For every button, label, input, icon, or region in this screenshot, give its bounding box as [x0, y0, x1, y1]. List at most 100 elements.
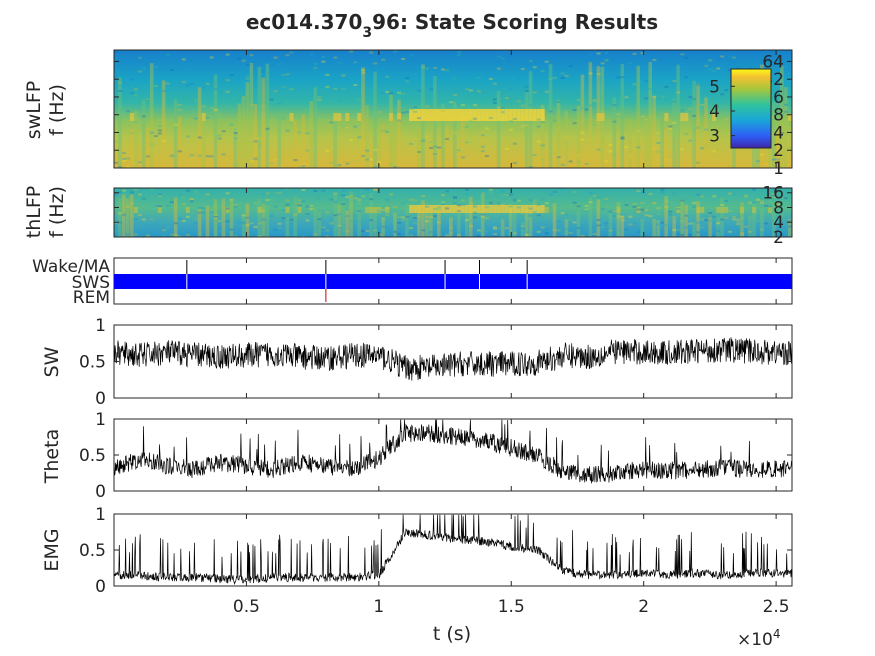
spectrogram-speckle	[528, 199, 533, 202]
spectrogram-speckle	[632, 205, 637, 208]
spectrogram-streak	[441, 103, 445, 168]
spectrogram-speckle	[528, 166, 533, 168]
spectrogram-streak	[261, 77, 266, 168]
spectrogram-speckle	[385, 207, 390, 210]
spectrogram-speckle	[433, 215, 438, 218]
spectrogram-speckle	[656, 131, 661, 134]
spectrogram-speckle	[273, 90, 278, 93]
spectrogram-speckle	[664, 158, 669, 161]
spectrogram-speckle	[333, 192, 338, 195]
spectrogram-speckle	[556, 203, 561, 206]
spectrogram-speckle	[369, 193, 374, 196]
spectrogram-speckle	[337, 225, 342, 228]
spectrogram-speckle	[237, 221, 242, 224]
spectrogram-speckle	[756, 196, 761, 199]
spectrogram-speckle	[333, 98, 338, 101]
spectrogram-speckle	[229, 163, 234, 166]
spectrogram-speckle	[632, 202, 637, 205]
spectrogram-speckle	[121, 189, 126, 192]
spectrogram-streak	[776, 131, 780, 168]
spectrogram-speckle	[133, 94, 138, 97]
spectrogram-speckle	[564, 227, 569, 230]
spectrogram-speckle	[580, 131, 585, 134]
spectrogram-speckle	[429, 88, 434, 91]
spectrogram-speckle	[149, 86, 154, 89]
spectrogram-speckle	[357, 159, 362, 162]
spectrogram-speckle	[129, 92, 134, 95]
spectrogram-streak	[141, 99, 146, 168]
spectrogram-speckle	[692, 114, 697, 117]
spectrogram-speckle	[708, 98, 713, 101]
spectrogram-speckle	[772, 116, 777, 119]
spectrogram-streak	[692, 221, 696, 237]
spectrogram-speckle	[492, 82, 497, 85]
spectrogram-speckle	[189, 198, 194, 201]
spectrogram-speckle	[133, 88, 138, 91]
spectrogram-speckle	[197, 211, 202, 214]
spectrogram-speckle	[313, 200, 318, 203]
spectrogram-speckle	[768, 205, 773, 208]
spectrogram-speckle	[596, 196, 601, 199]
spectrogram-band	[716, 207, 721, 213]
spectrogram-band	[520, 109, 525, 121]
spectrogram-speckle	[520, 104, 525, 107]
spectrogram-speckle	[736, 218, 741, 221]
spectrogram-speckle	[157, 205, 162, 208]
spectrogram-speckle	[205, 155, 210, 158]
spectrogram-speckle	[676, 228, 681, 231]
spectrogram-speckle	[784, 110, 789, 113]
spectrogram-streak	[241, 211, 246, 237]
spectrogram-speckle	[588, 218, 593, 221]
spectrogram-speckle	[114, 140, 118, 143]
spectrogram-speckle	[680, 109, 685, 112]
spectrogram-band	[508, 109, 513, 121]
spectrogram-speckle	[157, 193, 162, 196]
spectrogram-streak	[361, 67, 365, 168]
spectrogram-speckle	[357, 136, 362, 139]
spectrogram-band	[596, 113, 601, 121]
spectrogram-speckle	[636, 208, 641, 211]
spectrogram-speckle	[385, 90, 390, 93]
spectrogram-speckle	[608, 150, 613, 153]
spectrogram-speckle	[125, 205, 130, 208]
spectrogram-speckle	[484, 73, 489, 76]
spectrogram-speckle	[129, 78, 134, 81]
spectrogram-speckle	[592, 124, 597, 127]
spectrogram-streak	[293, 120, 298, 168]
spectrogram-speckle	[684, 56, 689, 59]
spectrogram-speckle	[361, 195, 366, 198]
spectrogram-speckle	[508, 87, 513, 90]
spectrogram-streak	[437, 210, 441, 237]
spectrogram-speckle	[588, 191, 593, 194]
spectrogram-speckle	[273, 191, 278, 194]
spectrogram-streak	[564, 110, 569, 168]
spectrogram-band	[540, 205, 545, 213]
spectrogram-band	[520, 205, 525, 213]
spectrogram-speckle	[488, 201, 493, 204]
spectrogram-band	[453, 109, 457, 121]
spectrogram-streak	[780, 65, 784, 168]
y-tick-label: 4	[773, 213, 784, 233]
spectrogram-speckle	[496, 204, 501, 207]
spectrogram-speckle	[520, 125, 525, 128]
swlfp-ylabel-line1: swLFP	[23, 81, 45, 139]
spectrogram-speckle	[405, 220, 410, 223]
spectrogram-speckle	[237, 81, 242, 84]
spectrogram-streak	[125, 198, 130, 237]
spectrogram-streak	[333, 120, 337, 168]
spectrogram-speckle	[580, 107, 585, 110]
spectrogram-speckle	[672, 229, 677, 232]
spectrogram-speckle	[301, 189, 306, 192]
spectrogram-speckle	[409, 234, 414, 237]
spectrogram-speckle	[213, 217, 218, 220]
spectrogram-speckle	[453, 202, 457, 205]
spectrogram-speckle	[321, 189, 326, 192]
spectrogram-speckle	[141, 197, 146, 200]
spectrogram-speckle	[464, 125, 469, 128]
spectrogram-speckle	[720, 93, 725, 96]
spectrogram-speckle	[441, 203, 446, 206]
spectrogram-band	[484, 205, 489, 213]
spectrogram-speckle	[313, 233, 318, 236]
spectrogram-streak	[381, 124, 385, 168]
spectrogram-speckle	[197, 154, 202, 157]
